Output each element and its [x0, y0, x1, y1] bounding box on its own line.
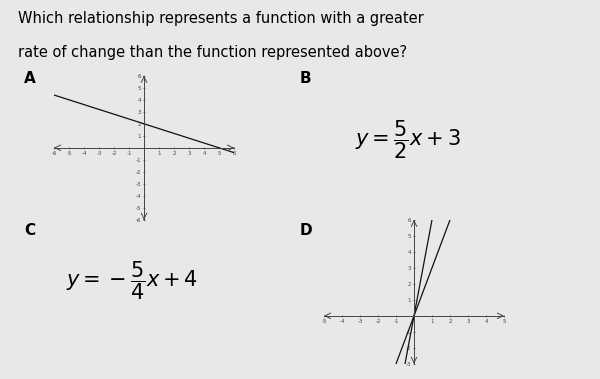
Text: C: C [24, 223, 35, 238]
Text: A: A [24, 71, 36, 86]
Text: Which relationship represents a function with a greater: Which relationship represents a function… [18, 11, 424, 27]
Text: B: B [300, 71, 311, 86]
Text: $y = \dfrac{5}{2}x + 3$: $y = \dfrac{5}{2}x + 3$ [355, 119, 461, 161]
Text: D: D [300, 223, 313, 238]
Text: rate of change than the function represented above?: rate of change than the function represe… [18, 45, 407, 61]
Text: $y = -\dfrac{5}{4}x + 4$: $y = -\dfrac{5}{4}x + 4$ [66, 259, 198, 302]
